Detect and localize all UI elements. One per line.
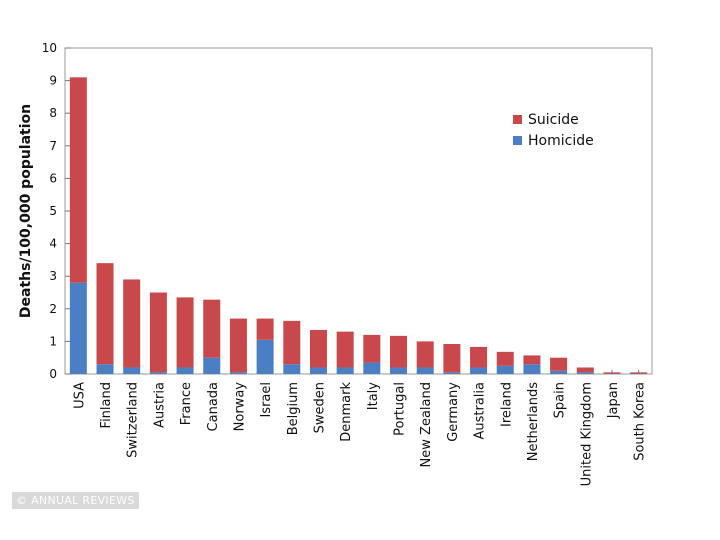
x-tick-label: Canada xyxy=(206,382,221,431)
bar-homicide xyxy=(363,362,381,374)
bar-suicide xyxy=(576,367,594,373)
x-tick-label: Belgium xyxy=(286,382,301,435)
legend-label-homicide: Homicide xyxy=(528,133,594,149)
x-tick-label: Germany xyxy=(446,382,461,442)
x-tick-label: United Kingdom xyxy=(579,382,594,486)
x-tick-label: USA xyxy=(72,382,87,409)
x-tick-label: Spain xyxy=(553,382,568,418)
y-axis-ticks: 0 1 2 3 4 5 6 7 8 9 10 xyxy=(42,41,71,381)
bar-homicide xyxy=(96,364,114,374)
y-tick-label: 5 xyxy=(49,204,57,218)
x-tick-label: Denmark xyxy=(339,382,354,442)
bar-suicide xyxy=(256,318,274,340)
x-tick-label: Japan xyxy=(606,382,621,419)
credit-watermark: © ANNUAL REVIEWS xyxy=(12,492,139,509)
bar-suicide xyxy=(470,346,488,368)
x-tick-label: Austria xyxy=(152,382,167,428)
legend-swatch-homicide xyxy=(513,136,522,145)
bar-suicide xyxy=(176,297,194,368)
bar-suicide xyxy=(390,335,408,368)
bar-suicide xyxy=(283,320,301,365)
y-tick-label: 0 xyxy=(49,367,57,381)
bar-suicide xyxy=(123,279,141,368)
bar-homicide xyxy=(203,357,221,374)
bar-homicide xyxy=(256,339,274,374)
y-axis-label: Deaths/100,000 population xyxy=(18,104,34,318)
bar-suicide xyxy=(69,77,87,283)
bar-homicide xyxy=(523,364,541,374)
x-tick-label: Portugal xyxy=(393,382,408,436)
legend: Suicide Homicide xyxy=(513,112,594,149)
legend-label-suicide: Suicide xyxy=(528,112,579,128)
x-tick-label: Israel xyxy=(259,382,274,418)
x-axis-labels: USA Finland Switzerland Austria France Canada… xyxy=(72,370,648,486)
y-tick-label: 3 xyxy=(49,269,57,283)
x-tick-label: South Korea xyxy=(633,382,648,461)
x-tick-label: Norway xyxy=(232,382,247,432)
y-tick-label: 2 xyxy=(49,302,57,316)
bar-suicide xyxy=(309,329,327,368)
x-tick-label: Australia xyxy=(473,382,488,440)
x-tick-label: Italy xyxy=(366,382,381,411)
y-tick-label: 6 xyxy=(49,171,57,185)
y-tick-label: 9 xyxy=(49,74,57,88)
legend-swatch-suicide xyxy=(513,115,522,124)
bar-suicide xyxy=(203,299,221,358)
bar-suicide xyxy=(550,357,568,371)
y-tick-label: 7 xyxy=(49,139,57,153)
x-tick-label: France xyxy=(179,382,194,425)
y-tick-label: 8 xyxy=(49,106,57,120)
x-tick-label: Netherlands xyxy=(526,382,541,461)
bar-suicide xyxy=(149,292,167,373)
x-tick-label: New Zealand xyxy=(419,382,434,467)
bar-homicide xyxy=(496,365,514,374)
bar-homicide xyxy=(283,364,301,374)
bar-suicide xyxy=(96,263,114,365)
y-tick-label: 1 xyxy=(49,334,57,348)
x-tick-label: Sweden xyxy=(312,382,327,433)
bar-series xyxy=(69,77,648,374)
bar-suicide xyxy=(443,344,461,373)
x-tick-label: Switzerland xyxy=(126,382,141,458)
bar-suicide xyxy=(496,351,514,366)
x-tick-label: Finland xyxy=(99,382,114,428)
bar-suicide xyxy=(229,318,247,373)
y-tick-label: 10 xyxy=(42,41,57,55)
bar-homicide xyxy=(69,282,87,374)
x-tick-label: Ireland xyxy=(499,382,514,427)
bar-suicide xyxy=(363,334,381,363)
y-tick-label: 4 xyxy=(49,237,57,251)
bar-suicide xyxy=(336,331,354,368)
bar-suicide xyxy=(523,355,541,365)
bar-suicide xyxy=(416,341,434,368)
